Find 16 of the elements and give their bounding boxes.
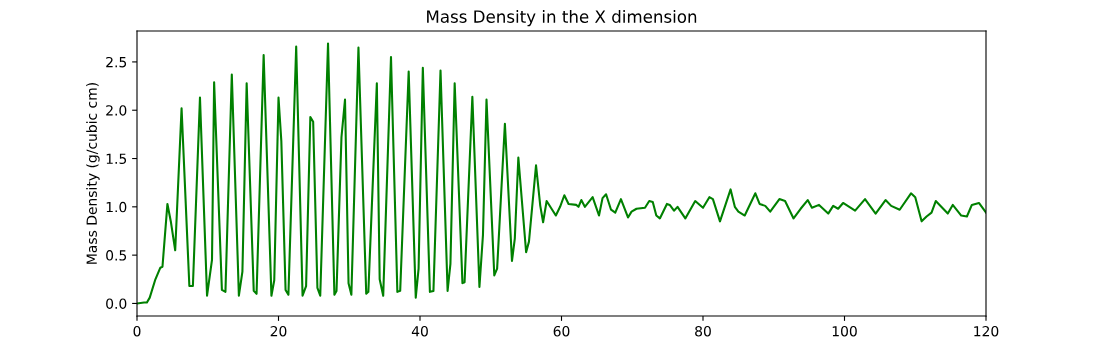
line-series	[137, 42, 986, 305]
y-tick-label: 2.0	[106, 105, 127, 116]
x-tick-label: 20	[270, 325, 287, 337]
x-tick-label: 80	[695, 325, 711, 337]
x-tick-label: 0	[133, 325, 141, 337]
y-tick-label: 0.0	[106, 298, 127, 309]
x-tick-label: 100	[832, 325, 857, 337]
x-tick-label: 40	[411, 325, 428, 337]
x-tick-label: 60	[553, 325, 570, 337]
x-tick-label: 120	[974, 325, 999, 337]
chart-title: Mass Density in the X dimension	[427, 10, 697, 27]
y-tick-label: 2.5	[106, 56, 127, 68]
y-tick-label: 0.5	[106, 250, 127, 261]
y-tick-label: 1.0	[106, 201, 127, 213]
y-axis-title: Mass Density (g/cubic cm)	[86, 83, 100, 264]
y-tick-label: 1.5	[106, 153, 127, 164]
